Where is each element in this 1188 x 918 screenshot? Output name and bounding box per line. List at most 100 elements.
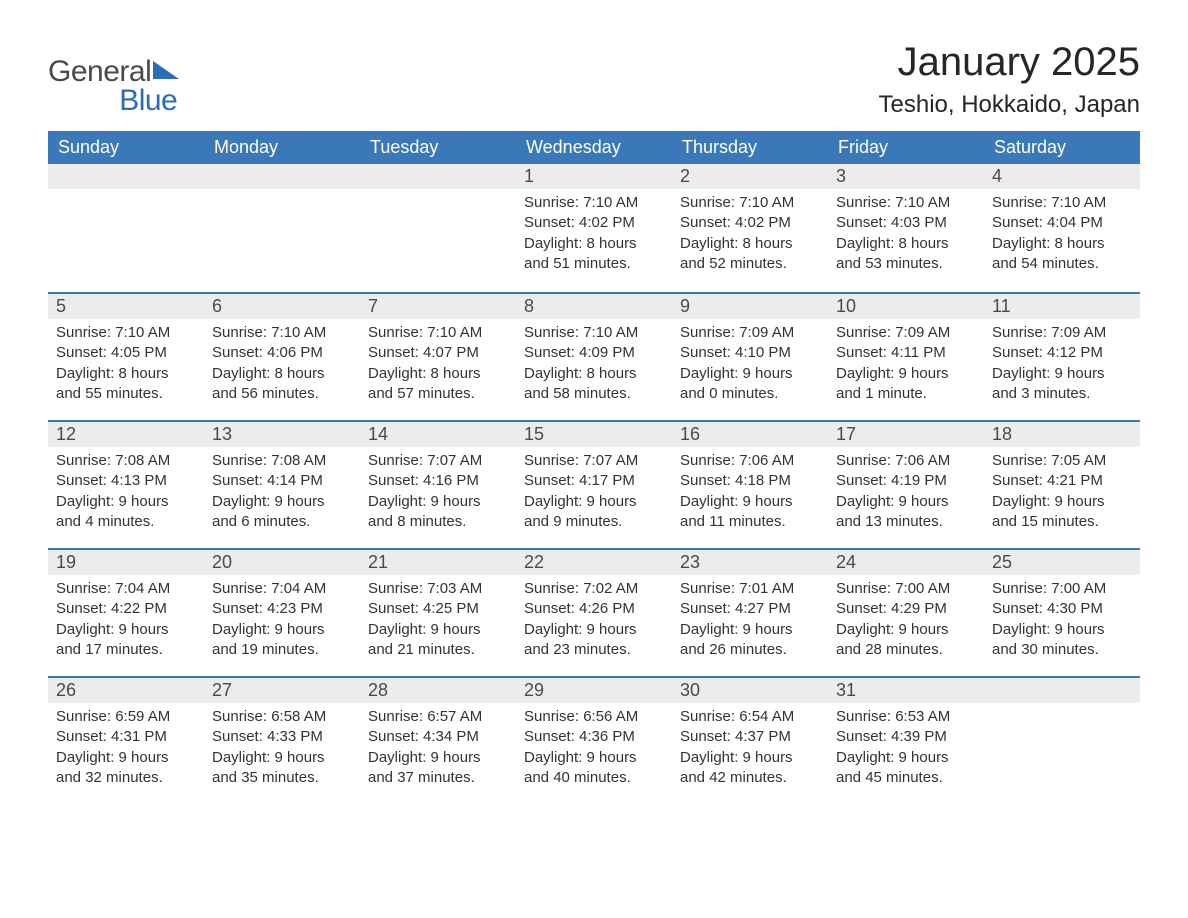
- calendar-day-cell: 6Sunrise: 7:10 AMSunset: 4:06 PMDaylight…: [204, 292, 360, 420]
- calendar-day-cell: [984, 676, 1140, 804]
- day-number: 20: [204, 548, 360, 575]
- daylight-line-2: and 40 minutes.: [524, 768, 664, 788]
- sunrise-text: Sunrise: 7:10 AM: [212, 323, 352, 343]
- calendar-day-cell: [204, 164, 360, 292]
- sunrise-text: Sunrise: 6:54 AM: [680, 707, 820, 727]
- sunrise-text: Sunrise: 7:07 AM: [368, 451, 508, 471]
- daylight-line-2: and 6 minutes.: [212, 512, 352, 532]
- logo: General Blue: [48, 40, 179, 115]
- daylight-line-1: Daylight: 9 hours: [368, 748, 508, 768]
- day-body: Sunrise: 7:10 AMSunset: 4:04 PMDaylight:…: [984, 189, 1140, 284]
- day-number: [204, 164, 360, 189]
- sunset-text: Sunset: 4:19 PM: [836, 471, 976, 491]
- sunrise-text: Sunrise: 7:10 AM: [524, 193, 664, 213]
- daylight-line-1: Daylight: 9 hours: [836, 364, 976, 384]
- sunset-text: Sunset: 4:23 PM: [212, 599, 352, 619]
- day-body: [48, 189, 204, 203]
- sunset-text: Sunset: 4:11 PM: [836, 343, 976, 363]
- daylight-line-2: and 58 minutes.: [524, 384, 664, 404]
- daylight-line-2: and 35 minutes.: [212, 768, 352, 788]
- day-body: Sunrise: 7:04 AMSunset: 4:23 PMDaylight:…: [204, 575, 360, 670]
- calendar-day-cell: 20Sunrise: 7:04 AMSunset: 4:23 PMDayligh…: [204, 548, 360, 676]
- daylight-line-2: and 57 minutes.: [368, 384, 508, 404]
- daylight-line-2: and 13 minutes.: [836, 512, 976, 532]
- day-body: Sunrise: 7:09 AMSunset: 4:10 PMDaylight:…: [672, 319, 828, 414]
- day-body: Sunrise: 7:10 AMSunset: 4:03 PMDaylight:…: [828, 189, 984, 284]
- month-title: January 2025: [879, 40, 1141, 85]
- sunrise-text: Sunrise: 6:57 AM: [368, 707, 508, 727]
- day-body: Sunrise: 6:53 AMSunset: 4:39 PMDaylight:…: [828, 703, 984, 798]
- calendar-day-cell: 19Sunrise: 7:04 AMSunset: 4:22 PMDayligh…: [48, 548, 204, 676]
- day-body: Sunrise: 6:59 AMSunset: 4:31 PMDaylight:…: [48, 703, 204, 798]
- day-body: Sunrise: 7:10 AMSunset: 4:05 PMDaylight:…: [48, 319, 204, 414]
- sunset-text: Sunset: 4:07 PM: [368, 343, 508, 363]
- sunset-text: Sunset: 4:27 PM: [680, 599, 820, 619]
- daylight-line-1: Daylight: 9 hours: [524, 492, 664, 512]
- day-body: Sunrise: 7:10 AMSunset: 4:09 PMDaylight:…: [516, 319, 672, 414]
- sunrise-text: Sunrise: 7:09 AM: [836, 323, 976, 343]
- daylight-line-2: and 8 minutes.: [368, 512, 508, 532]
- day-body: Sunrise: 7:08 AMSunset: 4:14 PMDaylight:…: [204, 447, 360, 542]
- day-number: 5: [48, 292, 204, 319]
- day-number: 3: [828, 164, 984, 189]
- day-body: Sunrise: 7:06 AMSunset: 4:19 PMDaylight:…: [828, 447, 984, 542]
- daylight-line-1: Daylight: 9 hours: [680, 364, 820, 384]
- daylight-line-2: and 32 minutes.: [56, 768, 196, 788]
- calendar-day-cell: 28Sunrise: 6:57 AMSunset: 4:34 PMDayligh…: [360, 676, 516, 804]
- calendar-day-cell: [360, 164, 516, 292]
- day-number: [48, 164, 204, 189]
- sunrise-text: Sunrise: 6:56 AM: [524, 707, 664, 727]
- day-number: 2: [672, 164, 828, 189]
- sunrise-text: Sunrise: 7:07 AM: [524, 451, 664, 471]
- calendar-day-cell: 9Sunrise: 7:09 AMSunset: 4:10 PMDaylight…: [672, 292, 828, 420]
- sunset-text: Sunset: 4:10 PM: [680, 343, 820, 363]
- sunset-text: Sunset: 4:02 PM: [524, 213, 664, 233]
- sunset-text: Sunset: 4:02 PM: [680, 213, 820, 233]
- sunrise-text: Sunrise: 7:08 AM: [212, 451, 352, 471]
- day-number: 27: [204, 676, 360, 703]
- day-body: Sunrise: 7:00 AMSunset: 4:29 PMDaylight:…: [828, 575, 984, 670]
- daylight-line-2: and 30 minutes.: [992, 640, 1132, 660]
- calendar-day-cell: 11Sunrise: 7:09 AMSunset: 4:12 PMDayligh…: [984, 292, 1140, 420]
- sunset-text: Sunset: 4:30 PM: [992, 599, 1132, 619]
- daylight-line-1: Daylight: 9 hours: [56, 620, 196, 640]
- daylight-line-2: and 45 minutes.: [836, 768, 976, 788]
- daylight-line-1: Daylight: 9 hours: [836, 748, 976, 768]
- calendar-week-row: 5Sunrise: 7:10 AMSunset: 4:05 PMDaylight…: [48, 292, 1140, 420]
- calendar-day-cell: 14Sunrise: 7:07 AMSunset: 4:16 PMDayligh…: [360, 420, 516, 548]
- title-block: January 2025 Teshio, Hokkaido, Japan: [879, 40, 1141, 119]
- day-number: 8: [516, 292, 672, 319]
- sunrise-text: Sunrise: 6:53 AM: [836, 707, 976, 727]
- sunset-text: Sunset: 4:09 PM: [524, 343, 664, 363]
- sunrise-text: Sunrise: 6:59 AM: [56, 707, 196, 727]
- day-number: 19: [48, 548, 204, 575]
- calendar-day-cell: 25Sunrise: 7:00 AMSunset: 4:30 PMDayligh…: [984, 548, 1140, 676]
- sunrise-text: Sunrise: 7:06 AM: [836, 451, 976, 471]
- sunset-text: Sunset: 4:39 PM: [836, 727, 976, 747]
- calendar-day-cell: 18Sunrise: 7:05 AMSunset: 4:21 PMDayligh…: [984, 420, 1140, 548]
- page-header: General Blue January 2025 Teshio, Hokkai…: [48, 40, 1140, 119]
- daylight-line-2: and 53 minutes.: [836, 254, 976, 274]
- daylight-line-2: and 55 minutes.: [56, 384, 196, 404]
- daylight-line-2: and 21 minutes.: [368, 640, 508, 660]
- day-body: Sunrise: 7:03 AMSunset: 4:25 PMDaylight:…: [360, 575, 516, 670]
- day-body: Sunrise: 7:01 AMSunset: 4:27 PMDaylight:…: [672, 575, 828, 670]
- daylight-line-2: and 4 minutes.: [56, 512, 196, 532]
- day-body: Sunrise: 7:00 AMSunset: 4:30 PMDaylight:…: [984, 575, 1140, 670]
- day-number: [984, 676, 1140, 703]
- sunset-text: Sunset: 4:26 PM: [524, 599, 664, 619]
- daylight-line-2: and 11 minutes.: [680, 512, 820, 532]
- calendar-day-cell: 2Sunrise: 7:10 AMSunset: 4:02 PMDaylight…: [672, 164, 828, 292]
- calendar-day-cell: 12Sunrise: 7:08 AMSunset: 4:13 PMDayligh…: [48, 420, 204, 548]
- day-number: 13: [204, 420, 360, 447]
- day-number: 18: [984, 420, 1140, 447]
- day-body: Sunrise: 7:08 AMSunset: 4:13 PMDaylight:…: [48, 447, 204, 542]
- sunset-text: Sunset: 4:12 PM: [992, 343, 1132, 363]
- daylight-line-1: Daylight: 9 hours: [836, 492, 976, 512]
- daylight-line-2: and 42 minutes.: [680, 768, 820, 788]
- weekday-header: Thursday: [672, 131, 828, 164]
- calendar-day-cell: 24Sunrise: 7:00 AMSunset: 4:29 PMDayligh…: [828, 548, 984, 676]
- sunrise-text: Sunrise: 7:10 AM: [56, 323, 196, 343]
- daylight-line-1: Daylight: 9 hours: [524, 748, 664, 768]
- weekday-header: Saturday: [984, 131, 1140, 164]
